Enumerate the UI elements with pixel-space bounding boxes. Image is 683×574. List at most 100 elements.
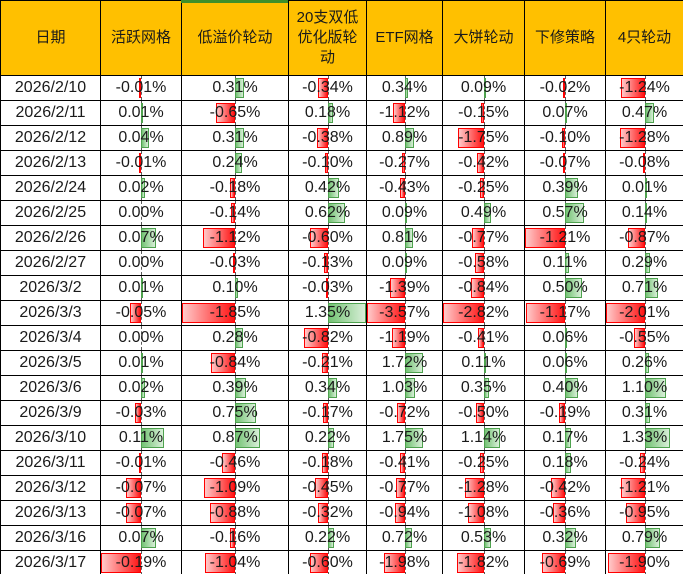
value-cell[interactable]: 0.11% bbox=[100, 425, 182, 451]
value-cell[interactable]: -0.72% bbox=[366, 400, 443, 426]
value-cell[interactable]: -0.36% bbox=[524, 500, 606, 526]
date-cell[interactable]: 2026/3/3 bbox=[0, 300, 101, 326]
value-cell[interactable]: 0.22% bbox=[288, 425, 367, 451]
value-cell[interactable]: -1.21% bbox=[524, 225, 606, 251]
column-header-1[interactable]: 活跃网格 bbox=[100, 0, 182, 76]
value-cell[interactable]: 0.01% bbox=[605, 175, 683, 201]
value-cell[interactable]: 1.72% bbox=[366, 350, 443, 376]
value-cell[interactable]: -0.94% bbox=[366, 500, 443, 526]
value-cell[interactable]: -0.01% bbox=[100, 450, 182, 476]
date-cell[interactable]: 2026/3/2 bbox=[0, 275, 101, 301]
value-cell[interactable]: 1.10% bbox=[605, 375, 683, 401]
value-cell[interactable]: -0.05% bbox=[100, 300, 182, 326]
value-cell[interactable]: 0.32% bbox=[524, 525, 606, 551]
column-header-4[interactable]: ETF网格 bbox=[366, 0, 443, 76]
date-cell[interactable]: 2026/2/25 bbox=[0, 200, 101, 226]
value-cell[interactable]: 0.62% bbox=[288, 200, 367, 226]
value-cell[interactable]: -0.07% bbox=[100, 500, 182, 526]
value-cell[interactable]: -1.39% bbox=[366, 275, 443, 301]
column-header-3[interactable]: 20支双低优化版轮动 bbox=[288, 0, 367, 76]
value-cell[interactable]: -0.19% bbox=[524, 400, 606, 426]
value-cell[interactable]: -1.12% bbox=[181, 225, 289, 251]
column-header-7[interactable]: 4只轮动 bbox=[605, 0, 683, 76]
value-cell[interactable]: 0.31% bbox=[181, 125, 289, 151]
value-cell[interactable]: 0.06% bbox=[524, 350, 606, 376]
value-cell[interactable]: -0.27% bbox=[366, 150, 443, 176]
value-cell[interactable]: 0.29% bbox=[605, 250, 683, 276]
value-cell[interactable]: -1.17% bbox=[524, 300, 606, 326]
value-cell[interactable]: -0.34% bbox=[288, 75, 367, 101]
value-cell[interactable]: -0.07% bbox=[524, 150, 606, 176]
value-cell[interactable]: -2.01% bbox=[605, 300, 683, 326]
value-cell[interactable]: -0.02% bbox=[524, 75, 606, 101]
value-cell[interactable]: 1.03% bbox=[366, 375, 443, 401]
value-cell[interactable]: 0.75% bbox=[181, 400, 289, 426]
date-cell[interactable]: 2026/3/17 bbox=[0, 550, 101, 574]
value-cell[interactable]: -0.69% bbox=[524, 550, 606, 574]
value-cell[interactable]: -1.24% bbox=[605, 75, 683, 101]
value-cell[interactable]: -2.82% bbox=[442, 300, 525, 326]
value-cell[interactable]: -0.42% bbox=[524, 475, 606, 501]
value-cell[interactable]: 1.35% bbox=[288, 300, 367, 326]
date-cell[interactable]: 2026/3/6 bbox=[0, 375, 101, 401]
value-cell[interactable]: 0.81% bbox=[366, 225, 443, 251]
value-cell[interactable]: -0.03% bbox=[100, 400, 182, 426]
value-cell[interactable]: 1.33% bbox=[605, 425, 683, 451]
value-cell[interactable]: 0.11% bbox=[442, 350, 525, 376]
value-cell[interactable]: -0.58% bbox=[442, 250, 525, 276]
value-cell[interactable]: 1.75% bbox=[366, 425, 443, 451]
value-cell[interactable]: 0.47% bbox=[605, 100, 683, 126]
value-cell[interactable]: 0.07% bbox=[100, 525, 182, 551]
date-cell[interactable]: 2026/3/12 bbox=[0, 475, 101, 501]
value-cell[interactable]: -0.32% bbox=[288, 500, 367, 526]
value-cell[interactable]: -1.28% bbox=[605, 125, 683, 151]
value-cell[interactable]: 0.34% bbox=[288, 375, 367, 401]
value-cell[interactable]: 1.14% bbox=[442, 425, 525, 451]
value-cell[interactable]: 0.01% bbox=[100, 275, 182, 301]
value-cell[interactable]: -0.45% bbox=[288, 475, 367, 501]
date-cell[interactable]: 2026/2/27 bbox=[0, 250, 101, 276]
value-cell[interactable]: 0.40% bbox=[524, 375, 606, 401]
value-cell[interactable]: 0.09% bbox=[366, 250, 443, 276]
value-cell[interactable]: -0.41% bbox=[442, 325, 525, 351]
value-cell[interactable]: -1.98% bbox=[366, 550, 443, 574]
value-cell[interactable]: -0.55% bbox=[605, 325, 683, 351]
value-cell[interactable]: 0.06% bbox=[524, 325, 606, 351]
date-cell[interactable]: 2026/2/13 bbox=[0, 150, 101, 176]
value-cell[interactable]: -0.95% bbox=[605, 500, 683, 526]
value-cell[interactable]: -0.10% bbox=[524, 125, 606, 151]
value-cell[interactable]: -0.03% bbox=[181, 250, 289, 276]
value-cell[interactable]: 0.79% bbox=[605, 525, 683, 551]
value-cell[interactable]: 0.35% bbox=[442, 375, 525, 401]
date-cell[interactable]: 2026/3/10 bbox=[0, 425, 101, 451]
column-header-2[interactable]: 低溢价轮动 bbox=[181, 0, 289, 76]
value-cell[interactable]: 0.39% bbox=[181, 375, 289, 401]
value-cell[interactable]: -0.25% bbox=[442, 175, 525, 201]
value-cell[interactable]: -0.65% bbox=[181, 100, 289, 126]
value-cell[interactable]: -1.75% bbox=[442, 125, 525, 151]
column-header-5[interactable]: 大饼轮动 bbox=[442, 0, 525, 76]
value-cell[interactable]: -0.82% bbox=[288, 325, 367, 351]
value-cell[interactable]: -0.01% bbox=[100, 75, 182, 101]
value-cell[interactable]: 0.18% bbox=[524, 450, 606, 476]
value-cell[interactable]: -0.77% bbox=[442, 225, 525, 251]
value-cell[interactable]: 0.09% bbox=[442, 75, 525, 101]
value-cell[interactable]: -0.15% bbox=[442, 100, 525, 126]
value-cell[interactable]: 0.49% bbox=[442, 200, 525, 226]
value-cell[interactable]: -1.85% bbox=[181, 300, 289, 326]
value-cell[interactable]: -3.57% bbox=[366, 300, 443, 326]
value-cell[interactable]: 0.39% bbox=[524, 175, 606, 201]
value-cell[interactable]: -0.88% bbox=[181, 500, 289, 526]
value-cell[interactable]: -0.19% bbox=[100, 550, 182, 574]
value-cell[interactable]: 0.02% bbox=[100, 175, 182, 201]
value-cell[interactable]: -0.87% bbox=[605, 225, 683, 251]
date-cell[interactable]: 2026/2/11 bbox=[0, 100, 101, 126]
date-cell[interactable]: 2026/2/24 bbox=[0, 175, 101, 201]
value-cell[interactable]: -1.04% bbox=[181, 550, 289, 574]
value-cell[interactable]: -0.16% bbox=[181, 525, 289, 551]
value-cell[interactable]: -0.17% bbox=[288, 400, 367, 426]
value-cell[interactable]: 0.14% bbox=[605, 200, 683, 226]
value-cell[interactable]: 0.11% bbox=[524, 250, 606, 276]
date-cell[interactable]: 2026/3/16 bbox=[0, 525, 101, 551]
date-cell[interactable]: 2026/3/5 bbox=[0, 350, 101, 376]
